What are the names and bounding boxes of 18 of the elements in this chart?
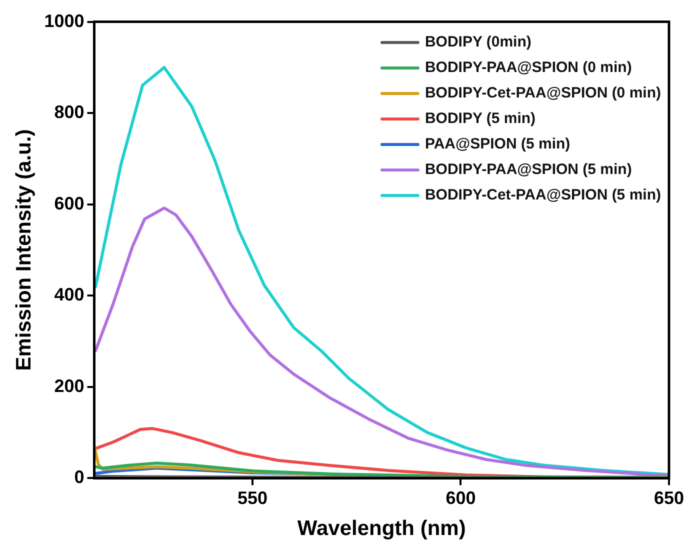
x-axis-title: Wavelength (nm) (297, 517, 466, 540)
legend-label: BODIPY-PAA@SPION (0 min) (424, 59, 632, 76)
y-axis-title: Emission Intensity (a.u.) (12, 129, 36, 371)
x-tick-label: 650 (654, 488, 684, 508)
y-tick-label: 600 (54, 193, 84, 214)
legend-label: BODIPY (5 min) (424, 110, 536, 128)
legend-label: BODIPY (0min) (424, 34, 532, 51)
y-tick-label: 400 (54, 284, 84, 305)
x-tick-label: 600 (446, 488, 476, 508)
y-tick-label: 1000 (44, 10, 84, 31)
legend-label: BODIPY-Cet-PAA@SPION (5 min) (424, 186, 661, 204)
y-tick-label: 800 (54, 102, 84, 122)
x-tick-label: 550 (237, 488, 268, 508)
legend-label: BODIPY-PAA@SPION (5 min) (424, 161, 632, 178)
legend-label: BODIPY-Cet-PAA@SPION (0 min) (424, 84, 661, 102)
y-tick-label: 200 (54, 376, 84, 396)
legend-label: PAA@SPION (5 min) (424, 136, 570, 153)
y-tick-label: 0 (74, 467, 84, 488)
